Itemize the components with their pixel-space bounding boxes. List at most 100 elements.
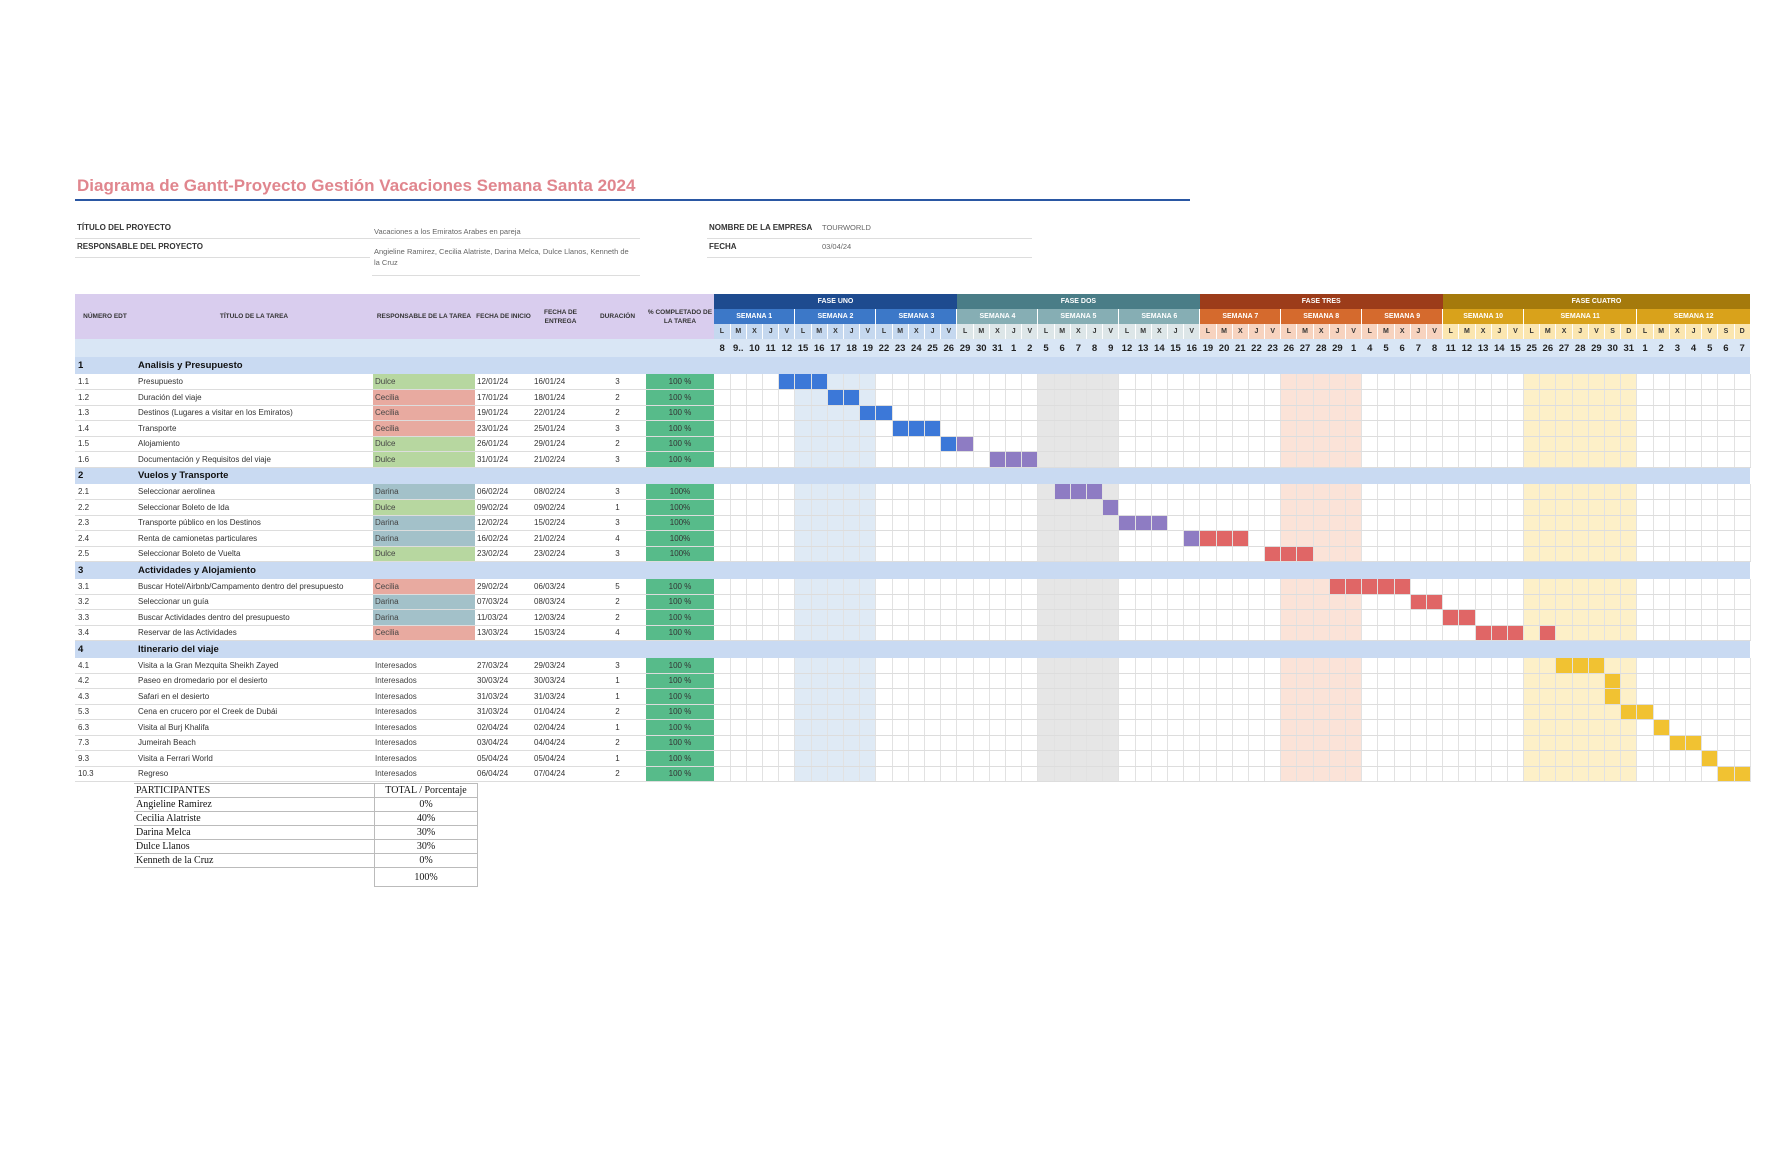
timeline-cell	[1086, 625, 1104, 641]
task-row: 1.4 Transporte Cecilia 23/01/24 25/01/24 3 100…	[75, 420, 1751, 437]
timeline-cell	[827, 625, 845, 641]
timeline-cell	[1135, 484, 1152, 500]
timeline-cell	[843, 515, 861, 531]
timeline-cell	[1377, 484, 1395, 500]
day-number: 11	[1442, 339, 1459, 357]
timeline-cell	[1669, 719, 1686, 736]
timeline-cell	[811, 515, 828, 531]
timeline-cell	[1604, 420, 1622, 437]
timeline-cell	[714, 673, 731, 689]
timeline-cell	[1216, 436, 1233, 452]
timeline-cell	[1620, 405, 1638, 421]
timeline-cell	[1361, 405, 1379, 421]
task-owner: Interesados	[373, 688, 475, 705]
timeline-cell	[1636, 515, 1654, 531]
timeline-cell	[1005, 750, 1023, 767]
timeline-cell	[827, 578, 845, 595]
timeline-cell	[1669, 530, 1686, 547]
timeline-cell	[811, 766, 828, 782]
timeline-cell	[1717, 530, 1735, 547]
timeline-cell	[1701, 515, 1719, 531]
timeline-cell	[859, 673, 877, 689]
day-of-week-header: M	[1653, 324, 1670, 339]
task-title: Alojamiento	[135, 436, 373, 452]
day-number: 27	[1296, 339, 1314, 357]
timeline-cell	[1685, 530, 1703, 547]
timeline-cell	[875, 451, 893, 468]
timeline-cell	[1232, 609, 1249, 626]
timeline-cell	[908, 515, 925, 531]
timeline-cell	[1442, 499, 1460, 516]
participant-percent: 40%	[374, 811, 478, 826]
timeline-cell	[1135, 451, 1152, 468]
timeline-cell	[1620, 578, 1638, 595]
timeline-cell	[1151, 546, 1168, 562]
timeline-cell	[1636, 546, 1654, 562]
timeline-cell	[1717, 546, 1735, 562]
day-of-week-header: X	[827, 324, 845, 339]
task-row: 3.1 Buscar Hotel/Airbnb/Campamento dentro…	[75, 578, 1751, 595]
task-edt: 7.3	[75, 735, 135, 751]
timeline-cell	[1021, 484, 1039, 500]
task-end-date: 08/02/24	[532, 484, 589, 500]
timeline-cell	[1555, 704, 1573, 720]
timeline-cell	[1313, 499, 1330, 516]
timeline-cell	[875, 515, 893, 531]
timeline-cell	[1361, 704, 1379, 720]
timeline-cell	[1507, 484, 1525, 500]
timeline-cell	[989, 499, 1007, 516]
day-number: 28	[1572, 339, 1589, 357]
task-row: 2.2 Seleccionar Boleto de Ida Dulce 09/02/2…	[75, 499, 1751, 516]
timeline-cell	[1264, 530, 1282, 547]
timeline-cell	[730, 766, 747, 782]
day-number: 8	[714, 339, 731, 357]
timeline-cell	[1701, 530, 1719, 547]
timeline-cell	[1669, 688, 1686, 705]
timeline-cell	[1555, 405, 1573, 421]
timeline-cell	[1394, 688, 1411, 705]
gantt-bar	[1345, 578, 1363, 595]
timeline-cell	[1135, 657, 1152, 674]
timeline-cell	[1734, 735, 1751, 751]
timeline-cell	[973, 484, 990, 500]
timeline-cell	[1523, 704, 1541, 720]
timeline-cell	[1264, 389, 1282, 406]
timeline-cell	[778, 451, 796, 468]
timeline-cell	[1685, 484, 1703, 500]
timeline-cell	[1086, 405, 1104, 421]
timeline-cell	[1669, 374, 1686, 390]
timeline-cell	[1264, 484, 1282, 500]
timeline-cell	[1636, 389, 1654, 406]
timeline-cell	[1475, 515, 1492, 531]
task-start-date: 19/01/24	[475, 405, 532, 421]
timeline-cell	[1426, 578, 1444, 595]
timeline-cell	[1491, 405, 1508, 421]
timeline-cell	[1458, 704, 1476, 720]
timeline-cell	[1135, 530, 1152, 547]
timeline-cell	[1216, 499, 1233, 516]
timeline-cell	[1507, 609, 1525, 626]
timeline-cell	[714, 594, 731, 610]
timeline-cell	[762, 657, 780, 674]
task-row: 4.3 Safari en el desierto Interesados 31/03…	[75, 688, 1751, 705]
week-header: SEMANA 1	[714, 309, 796, 324]
timeline-cell	[1345, 704, 1363, 720]
section-title: Analisis y Presupuesto	[135, 357, 714, 374]
timeline-cell	[1199, 673, 1217, 689]
timeline-cell	[1135, 688, 1152, 705]
timeline-cell	[940, 735, 958, 751]
day-of-week-header: L	[875, 324, 893, 339]
timeline-cell	[1280, 499, 1298, 516]
timeline-cell	[811, 735, 828, 751]
timeline-cell	[1377, 436, 1395, 452]
timeline-cell	[875, 499, 893, 516]
timeline-cell	[1620, 719, 1638, 736]
timeline-cell	[1086, 451, 1104, 468]
project-manager-value: Angieline Ramirez, Cecilia Alatriste, Da…	[374, 247, 629, 267]
section-row: 2 Vuelos y Transporte	[75, 467, 1751, 484]
gantt-bar	[811, 374, 828, 390]
timeline-cell	[1410, 389, 1427, 406]
task-row: 3.4 Reservar de las Actividades Cecilia 13/…	[75, 625, 1751, 641]
day-of-week-header: V	[1021, 324, 1039, 339]
timeline-cell	[1507, 673, 1525, 689]
